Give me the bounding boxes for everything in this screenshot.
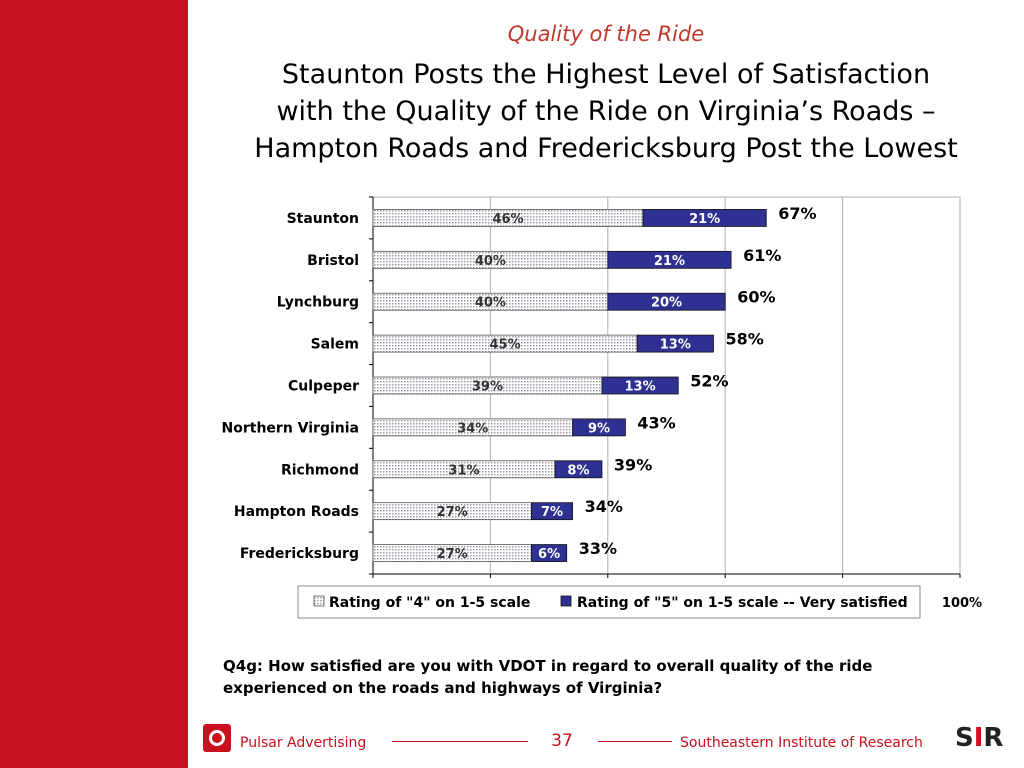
bar-rating-5 [601, 376, 679, 395]
category-label: Lynchburg [277, 295, 359, 311]
category-label: Fredericksburg [240, 546, 359, 562]
total-label: 60% [737, 288, 775, 307]
total-label: 52% [690, 372, 728, 391]
footer-divider-left [392, 741, 528, 742]
bar-rating-5 [642, 209, 767, 227]
legend-swatch-rating-5 [560, 595, 572, 607]
bar-rating-5 [636, 334, 714, 353]
satisfaction-bar-chart: Staunton 46% 21% 67% Bristol 40% 21% 61% Lynchbu… [222, 196, 982, 619]
pulsar-logo-icon [203, 724, 231, 752]
data-label-rating-4: 39% [472, 380, 503, 395]
slide-title: Staunton Posts the Highest Level of Sati… [188, 56, 1024, 167]
title-line: Hampton Roads and Fredericksburg Post th… [254, 133, 958, 164]
data-label-rating-5: 20% [651, 296, 682, 311]
survey-question: Q4g: How satisfied are you with VDOT in … [223, 655, 943, 699]
bar-rating-5 [607, 250, 732, 269]
data-label-rating-4: 40% [475, 254, 506, 269]
title-line: with the Quality of the Ride on Virginia… [276, 96, 936, 127]
x-tick-label: 100% [942, 596, 982, 611]
total-label: 61% [743, 246, 781, 265]
data-label-rating-5: 6% [538, 547, 560, 562]
footer-divider-right [598, 741, 672, 742]
data-label-rating-5: 21% [654, 254, 685, 269]
data-label-rating-4: 46% [492, 212, 523, 227]
total-label: 34% [585, 497, 623, 516]
category-label: Hampton Roads [234, 504, 359, 520]
slide-subtitle: Quality of the Ride [507, 22, 705, 46]
category-label: Culpeper [288, 379, 359, 395]
footer-right-text: Southeastern Institute of Research [680, 735, 923, 751]
category-label: Northern Virginia [222, 420, 359, 436]
legend-label-rating-5: Rating of "5" on 1-5 scale -- Very satis… [577, 595, 908, 611]
data-label-rating-5: 7% [541, 505, 563, 520]
data-label-rating-4: 40% [475, 296, 506, 311]
bar-rating-5 [531, 502, 573, 521]
legend-label-rating-4: Rating of "4" on 1-5 scale [329, 595, 530, 611]
left-red-bar [0, 0, 188, 768]
total-label: 43% [637, 413, 675, 432]
category-label: Staunton [287, 211, 359, 227]
question-line: Q4g: How satisfied are you with VDOT in … [223, 657, 873, 675]
page-number: 37 [551, 731, 573, 751]
footer-left-text: Pulsar Advertising [240, 735, 367, 751]
data-label-rating-5: 21% [689, 212, 720, 227]
bar-rating-5 [607, 292, 726, 311]
title-line: Staunton Posts the Highest Level of Sati… [281, 59, 931, 90]
data-label-rating-4: 27% [437, 505, 468, 520]
bar-rating-5 [554, 460, 603, 479]
question-line: experienced on the roads and highways of… [223, 679, 663, 697]
data-label-rating-4: 34% [457, 421, 488, 436]
data-label-rating-5: 8% [567, 463, 589, 478]
category-label: Salem [311, 337, 359, 353]
total-label: 67% [778, 204, 816, 223]
data-label-rating-5: 13% [660, 338, 691, 353]
category-label: Bristol [307, 253, 359, 269]
data-label-rating-4: 31% [448, 463, 479, 478]
total-label: 39% [614, 455, 652, 474]
total-label: 33% [579, 539, 617, 558]
data-label-rating-4: 27% [437, 547, 468, 562]
data-label-rating-5: 9% [588, 421, 610, 436]
category-label: Richmond [281, 462, 359, 478]
bar-rating-5 [572, 418, 626, 437]
legend-box [297, 585, 921, 619]
legend-swatch-rating-4 [313, 595, 325, 607]
data-label-rating-5: 13% [625, 380, 656, 395]
total-label: 58% [725, 330, 763, 349]
bar-rating-5 [531, 544, 568, 562]
data-label-rating-4: 45% [490, 338, 521, 353]
sir-logo-icon: SIR [955, 723, 1004, 753]
